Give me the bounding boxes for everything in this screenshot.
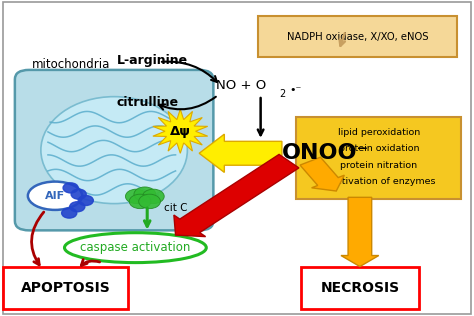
Circle shape: [78, 195, 93, 205]
FancyBboxPatch shape: [15, 70, 213, 230]
Text: ONOO⁻: ONOO⁻: [282, 143, 369, 163]
Ellipse shape: [134, 187, 156, 201]
Text: protein oxidation: protein oxidation: [338, 144, 419, 154]
FancyBboxPatch shape: [3, 266, 128, 309]
FancyBboxPatch shape: [3, 2, 471, 314]
Text: NECROSIS: NECROSIS: [320, 281, 400, 295]
Text: L-arginine: L-arginine: [117, 54, 188, 67]
Circle shape: [63, 183, 78, 193]
Text: NO + O: NO + O: [216, 79, 266, 92]
Text: caspase activation: caspase activation: [80, 241, 191, 254]
Text: NADPH oxidase, X/XO, eNOS: NADPH oxidase, X/XO, eNOS: [287, 32, 428, 42]
Ellipse shape: [143, 189, 164, 204]
Ellipse shape: [28, 182, 82, 210]
PathPatch shape: [174, 155, 299, 237]
Text: mitochondria: mitochondria: [31, 58, 110, 71]
Circle shape: [71, 189, 86, 199]
Text: APOPTOSIS: APOPTOSIS: [20, 281, 110, 295]
Text: citrulline: citrulline: [117, 96, 179, 109]
Text: AIF: AIF: [45, 191, 65, 201]
Ellipse shape: [129, 194, 151, 209]
Text: 2: 2: [280, 88, 286, 99]
Text: protein nitration: protein nitration: [340, 161, 417, 170]
FancyBboxPatch shape: [301, 266, 419, 309]
PathPatch shape: [300, 157, 344, 191]
Text: •⁻: •⁻: [289, 85, 301, 95]
Text: inactivation of enzymes: inactivation of enzymes: [322, 177, 436, 186]
Circle shape: [70, 202, 85, 212]
Ellipse shape: [41, 97, 187, 204]
Text: Δψ: Δψ: [170, 125, 191, 138]
Ellipse shape: [139, 194, 160, 209]
FancyBboxPatch shape: [258, 16, 457, 57]
Circle shape: [62, 208, 77, 218]
Ellipse shape: [64, 233, 206, 263]
Text: lipid peroxidation: lipid peroxidation: [337, 128, 420, 137]
FancyBboxPatch shape: [296, 117, 462, 199]
Polygon shape: [153, 109, 208, 153]
Ellipse shape: [126, 189, 147, 204]
PathPatch shape: [341, 197, 379, 266]
Text: cit C: cit C: [164, 203, 187, 213]
PathPatch shape: [199, 134, 282, 173]
